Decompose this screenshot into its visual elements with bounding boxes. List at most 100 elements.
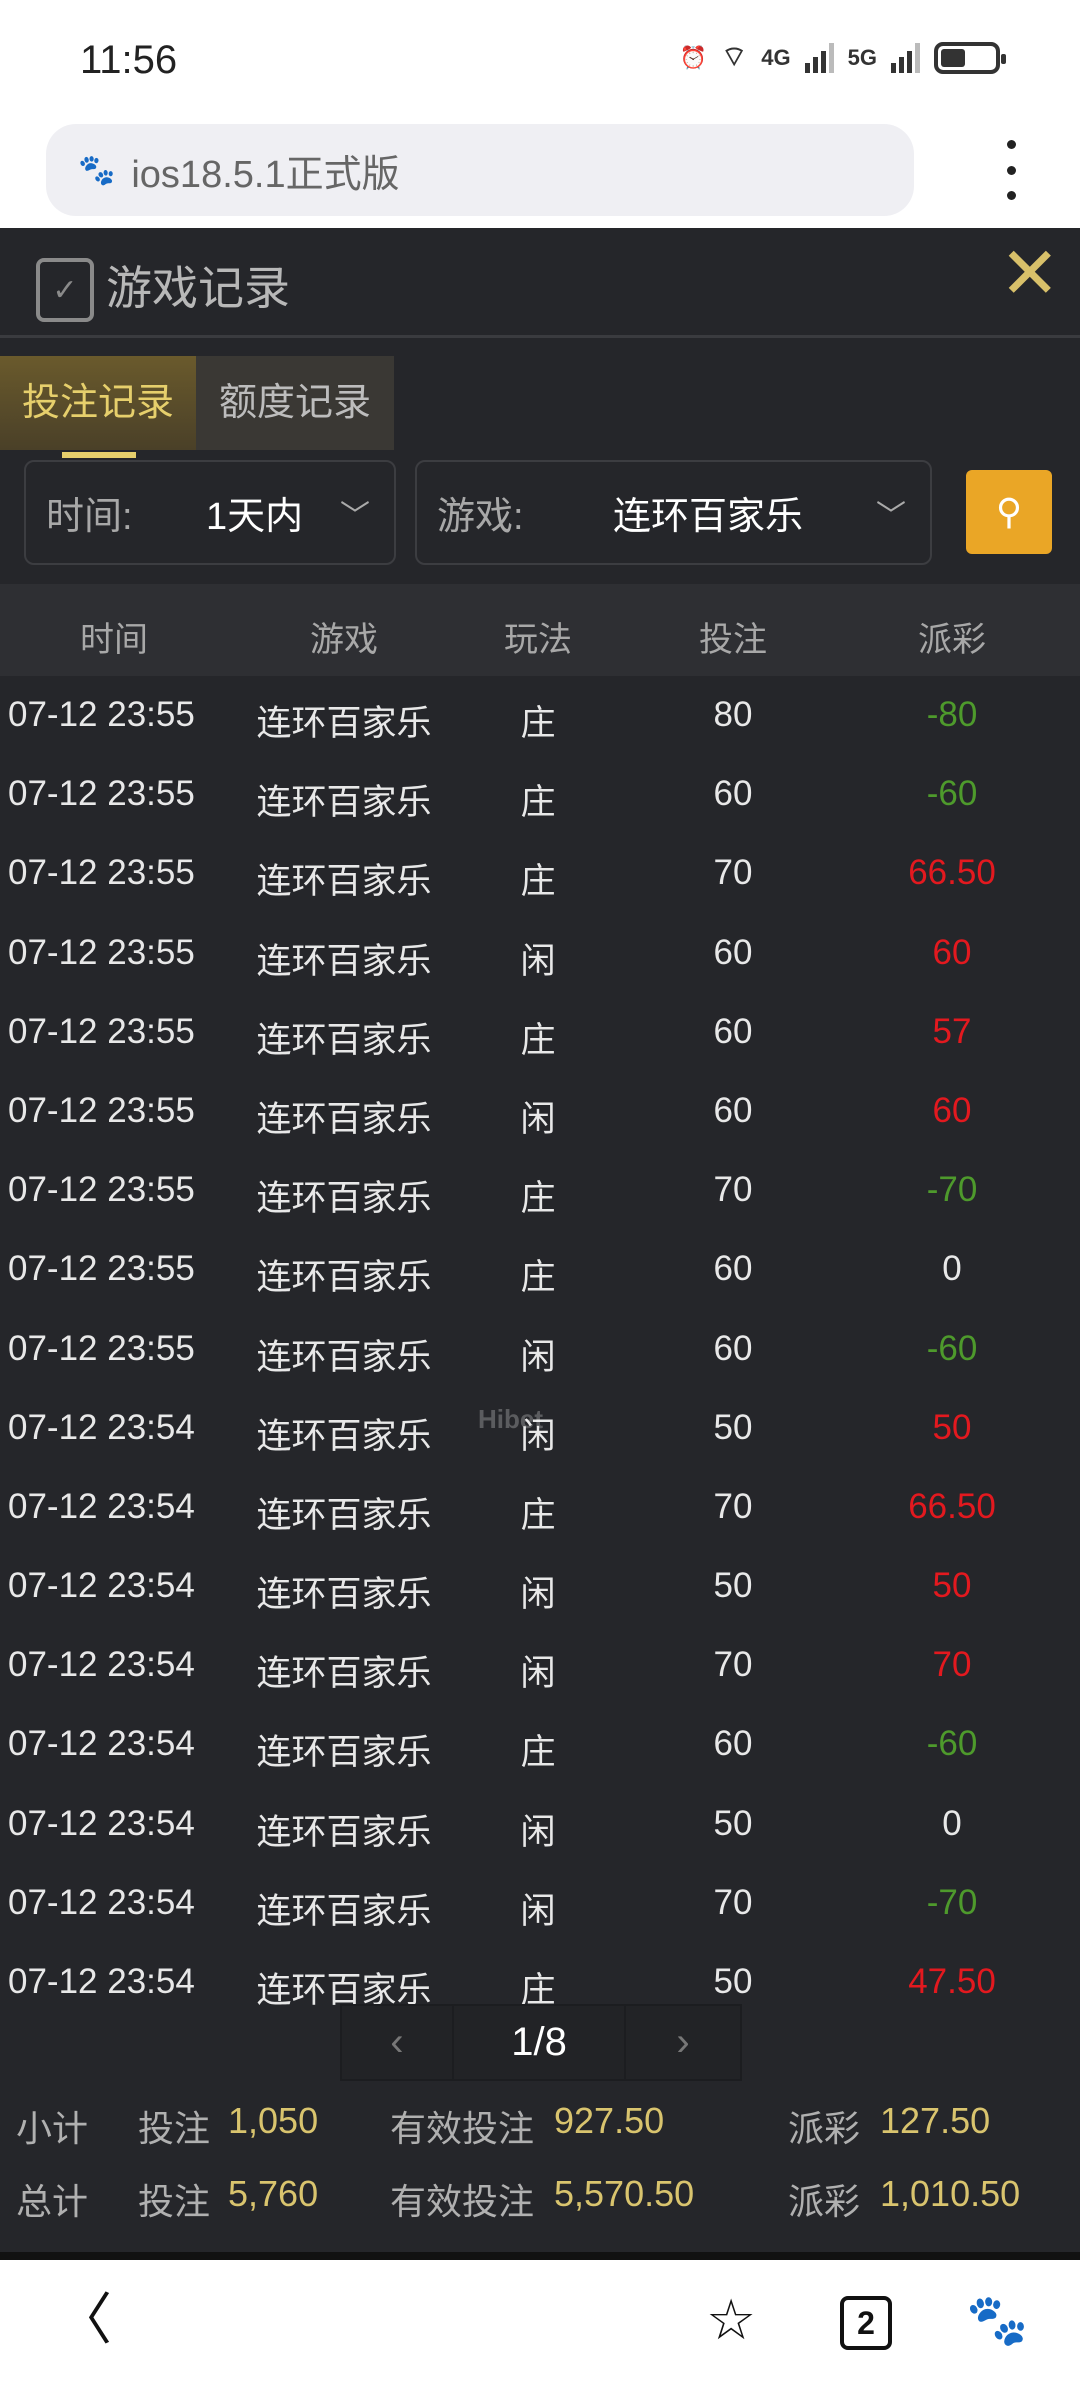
cell-bet: 60 [713,1328,753,1368]
game-records-panel: ✓ 游戏记录 ✕ 投注记录 额度记录 时间: 1天内 ﹀ 游戏: 连环百家乐 ﹀… [0,228,1080,2252]
browser-bottom-bar: 〈 ☆ 2 🐾 [0,2260,1080,2388]
cell-game: 连环百家乐 [256,783,432,823]
cell-payout: -60 [926,1328,978,1368]
cell-game: 连环百家乐 [256,1971,432,2010]
cell-game: 连环百家乐 [256,1654,432,1694]
subtotal-valid: 927.50 [554,2100,665,2141]
cell-play: 庄 [520,704,556,743]
table-header: 时间 游戏 玩法 投注 派彩 [0,584,1080,676]
subtotal-bet-label: 投注 [138,2108,211,2149]
cell-bet: 60 [713,932,753,972]
total-payout: 1,010.50 [880,2173,1021,2214]
cell-payout: 60 [932,1090,972,1130]
cell-play: 庄 [520,1179,556,1219]
cell-time: 07-12 23:55 [8,695,195,734]
cell-game: 连环百家乐 [256,1733,432,1773]
search-icon: ⚲ [995,491,1023,532]
time-filter-value: 1天内 [206,496,304,538]
next-page-button[interactable]: › [676,2020,690,2064]
table-row: 07-12 23:55 连环百家乐 庄 60 57 [0,992,1080,1071]
total-valid-label: 有效投注 [390,2181,535,2222]
cell-play: 闲 [520,1891,556,1931]
cell-payout: 0 [942,1249,962,1289]
chevron-down-icon: ﹀ [340,499,370,533]
cell-payout: -60 [926,774,978,814]
cell-play: 庄 [520,1258,556,1298]
cell-bet: 60 [713,1724,753,1764]
cell-bet: 70 [713,1882,753,1922]
status-icons: ⏰ ⌔ 4G 5G [679,40,1006,75]
cell-time: 07-12 23:55 [8,1328,195,1368]
more-menu-icon[interactable] [996,140,1026,200]
cell-play: 闲 [520,1575,556,1615]
page-indicator: 1/8 [454,2006,627,2079]
close-icon[interactable]: ✕ [999,234,1060,314]
total-bet-label: 投注 [138,2181,211,2222]
watermark: Hibet [478,1404,543,1434]
signal-icon [804,42,834,73]
cell-game: 连环百家乐 [256,941,432,981]
cell-payout: -60 [926,1724,978,1764]
panel-title: 游戏记录 [106,262,290,314]
table-row: 07-12 23:54 连环百家乐 闲 50 0 [0,1784,1080,1863]
cell-time: 07-12 23:54 [8,1566,195,1606]
cell-bet: 60 [713,1090,753,1130]
tab-credit-records[interactable]: 额度记录 [196,356,394,450]
cell-game: 连环百家乐 [256,1099,432,1139]
subtotal-payout-label: 派彩 [788,2108,861,2149]
tabs-count-button[interactable]: 2 [840,2296,892,2350]
cell-time: 07-12 23:55 [8,1249,195,1289]
cell-bet: 50 [713,1803,753,1843]
cell-play: 庄 [520,1971,556,2010]
cell-payout: 57 [932,1011,972,1051]
game-filter-select[interactable]: 游戏: 连环百家乐 ﹀ [415,460,932,565]
total-label: 总计 [16,2181,89,2222]
prev-page-button[interactable]: ‹ [342,2006,454,2079]
star-bookmark-icon[interactable]: ☆ [706,2288,757,2351]
time-filter-label: 时间: [46,496,133,538]
cell-payout: 66.50 [908,1486,996,1526]
column-header-payout: 派彩 [918,621,986,659]
table-row: 07-12 23:54 连环百家乐 庄 70 66.50 [0,1467,1080,1546]
address-bar[interactable]: 🐾 ios18.5.1正式版 [46,124,914,216]
subtotal-row: 小计 投注 1,050 有效投注 927.50 派彩 127.50 [0,2100,1080,2160]
table-row: 07-12 23:54 连环百家乐 闲 50 50 [0,1546,1080,1625]
battery-icon [934,41,1006,74]
cell-game: 连环百家乐 [256,1575,432,1615]
cell-payout: -80 [926,695,978,734]
table-row: 07-12 23:55 连环百家乐 闲 60 60 [0,913,1080,992]
cell-game: 连环百家乐 [256,1258,432,1298]
cell-time: 07-12 23:55 [8,853,195,893]
cell-play: 庄 [520,862,556,902]
cell-game: 连环百家乐 [256,1891,432,1931]
cell-bet: 50 [713,1962,753,2001]
table-row: 07-12 23:54 连环百家乐 庄 50 47.50 [0,1942,1080,2021]
column-header-game: 游戏 [310,621,378,659]
cell-time: 07-12 23:54 [8,1645,195,1685]
cell-payout: 50 [932,1407,972,1447]
time-filter-select[interactable]: 时间: 1天内 ﹀ [24,460,396,565]
cell-payout: -70 [926,1882,978,1922]
cell-play: 庄 [520,1733,556,1773]
cell-time: 07-12 23:55 [8,1011,195,1051]
game-filter-value: 连环百家乐 [613,496,804,538]
tab-bet-records[interactable]: 投注记录 [0,356,196,458]
cell-time: 07-12 23:54 [8,1486,195,1526]
table-row: 07-12 23:55 连环百家乐 庄 70 66.50 [0,833,1080,912]
cell-payout: 66.50 [908,853,996,893]
alarm-icon: ⏰ [679,44,707,70]
baidu-paw-icon[interactable]: 🐾 [966,2292,1029,2348]
cell-game: 连环百家乐 [256,1179,432,1219]
table-row: 07-12 23:55 连环百家乐 庄 80 -80 [0,675,1080,754]
cell-play: 闲 [520,1654,556,1694]
cell-bet: 80 [713,695,753,734]
cell-bet: 70 [713,853,753,893]
back-icon[interactable]: 〈 [56,2288,112,2351]
table-row: 07-12 23:55 连环百家乐 闲 60 60 [0,1071,1080,1150]
cell-time: 07-12 23:55 [8,932,195,972]
subtotal-payout: 127.50 [880,2100,991,2141]
search-button[interactable]: ⚲ [966,470,1052,554]
cell-bet: 50 [713,1407,753,1447]
cell-payout: 50 [932,1566,972,1606]
cell-game: 连环百家乐 [256,1416,432,1456]
